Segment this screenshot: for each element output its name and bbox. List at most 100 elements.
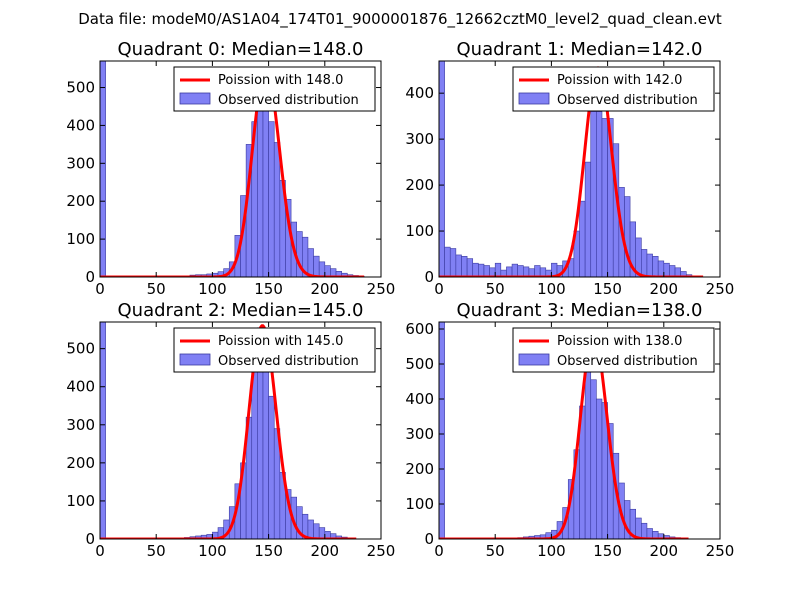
x-tick-label: 250 [367,280,396,298]
x-tick-label: 0 [434,542,444,560]
x-tick-label: 0 [95,280,105,298]
x-tick-label: 150 [593,542,622,560]
histogram-bar [669,266,675,277]
histogram-bar [308,520,314,539]
y-tick-label: 300 [405,130,434,148]
y-tick-label: 0 [85,268,95,286]
histogram-bar [456,255,462,277]
histogram-bar [647,254,653,277]
histogram-bar [624,197,630,277]
histogram-bar [252,371,258,539]
legend-entry-poisson: Poission with 138.0 [557,334,682,349]
histogram-bar [580,201,586,277]
panel-title: Quadrant 1: Median=142.0 [457,39,703,60]
histogram-bar [467,259,473,277]
histogram-bar [100,61,106,277]
legend-entry-observed: Observed distribution [218,93,359,108]
figure: Data file: modeM0/AS1A04_174T01_90000018… [0,0,800,600]
y-tick-label: 100 [66,492,95,510]
histogram-bar [478,264,484,277]
y-tick-label: 0 [424,268,434,286]
histogram-bar [591,112,597,277]
histogram-bar [518,266,524,277]
histogram-bar [535,266,541,277]
legend-bar-swatch [519,354,549,365]
x-tick-label: 200 [649,280,678,298]
y-tick-label: 200 [66,192,95,210]
x-tick-label: 200 [310,280,339,298]
y-tick-label: 300 [66,154,95,172]
histogram-bar [495,263,501,277]
panel-quadrant-3: 0 50 100 150 200 250 0 100 200 300 400 500 600 Quadra… [405,300,734,560]
y-tick-label: 200 [405,176,434,194]
histogram-bar [484,266,490,277]
y-tick-label: 500 [405,355,434,373]
x-tick-label: 250 [706,280,735,298]
x-tick-label: 200 [310,542,339,560]
x-tick-label: 250 [706,542,735,560]
figure-suptitle: Data file: modeM0/AS1A04_174T01_90000018… [78,10,722,29]
x-tick-label: 50 [147,542,166,560]
histogram-bar [523,267,529,277]
histogram-bar [269,122,275,277]
histogram-bar [308,249,314,277]
histogram-bar [319,528,325,539]
x-tick-label: 100 [537,280,566,298]
histogram-bar [445,247,451,277]
x-tick-label: 150 [593,280,622,298]
x-tick-label: 0 [434,280,444,298]
y-tick-label: 100 [405,495,434,513]
y-tick-label: 0 [85,530,95,548]
legend: Poission with 145.0 Observed distribution [174,328,375,372]
x-tick-label: 150 [254,542,283,560]
panel-quadrant-1: 0 50 100 150 200 250 0 100 200 300 400 Quadrant 1: … [405,39,734,298]
histogram-bar [596,399,602,539]
histogram-bar [512,264,518,277]
histogram-bar [591,380,597,539]
histogram-bar [274,142,280,277]
histogram-bar [585,162,591,277]
histogram-bar [325,266,331,277]
y-tick-label: 100 [405,222,434,240]
histogram-bar [314,256,320,277]
x-tick-label: 100 [537,542,566,560]
legend-entry-observed: Observed distribution [218,354,359,369]
x-tick-label: 250 [367,542,396,560]
histogram-bar [653,256,659,277]
x-tick-label: 50 [147,280,166,298]
x-tick-label: 50 [486,280,505,298]
legend-entry-poisson: Poission with 148.0 [218,73,343,88]
x-tick-label: 100 [198,280,227,298]
histogram-bar [641,249,647,277]
y-tick-label: 300 [66,416,95,434]
legend-bar-swatch [519,93,549,104]
panel-title: Quadrant 3: Median=138.0 [457,300,703,321]
panel-title: Quadrant 0: Median=148.0 [118,39,364,60]
legend-entry-observed: Observed distribution [557,93,698,108]
y-tick-label: 100 [66,230,95,248]
y-tick-label: 400 [405,390,434,408]
y-tick-label: 500 [66,340,95,358]
histogram-bar [602,118,608,277]
x-tick-label: 50 [486,542,505,560]
histogram-bar [664,263,670,277]
histogram-bar [319,262,325,277]
histogram-bar [314,524,320,539]
histogram-bar [439,322,445,539]
legend-bar-swatch [180,354,210,365]
y-tick-label: 600 [405,320,434,338]
y-tick-label: 200 [405,460,434,478]
x-tick-label: 150 [254,280,283,298]
histogram-bar [100,322,106,539]
panel-quadrant-2: 0 50 100 150 200 250 0 100 200 300 400 500 Quadrant … [66,300,395,560]
histogram-bar [263,364,269,539]
y-tick-label: 400 [66,116,95,134]
histogram-bar [269,396,275,539]
y-tick-label: 400 [405,84,434,102]
histogram-bar [596,112,602,277]
panel-quadrant-0: 0 50 100 150 200 250 0 100 200 300 400 500 Quadrant … [66,39,395,298]
histogram-bar [450,249,456,277]
histogram-bar [658,261,664,277]
legend: Poission with 148.0 Observed distribution [174,67,375,111]
y-tick-label: 400 [66,378,95,396]
